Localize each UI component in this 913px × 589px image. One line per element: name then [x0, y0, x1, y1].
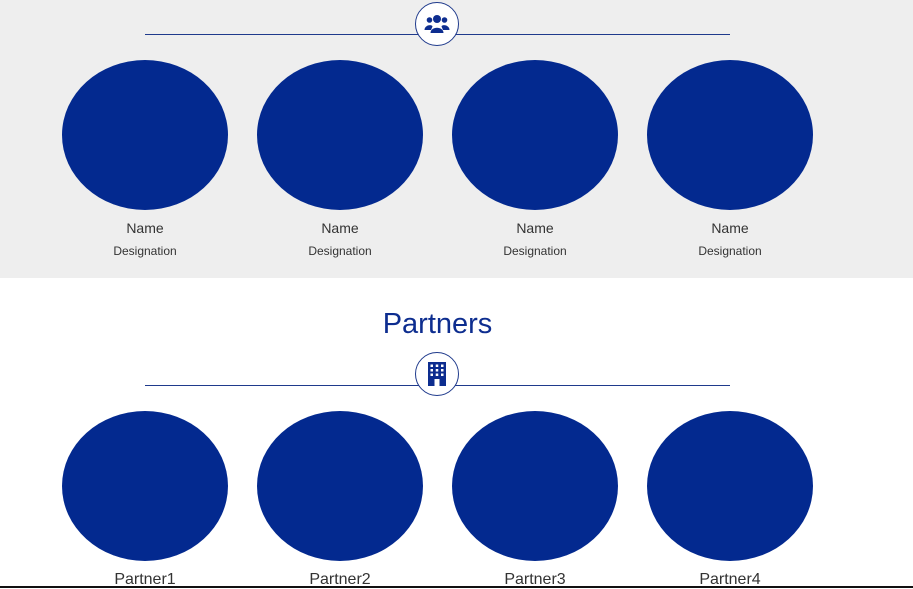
partner-name: Partner1	[114, 571, 176, 588]
partners-heading: Partners	[382, 308, 493, 340]
partner-logo	[257, 411, 423, 561]
member-designation: Designation	[503, 244, 567, 258]
member-name: Name	[321, 220, 359, 236]
avatar	[452, 60, 618, 210]
team-section: Name Designation Name Designation Name D…	[0, 0, 913, 278]
partners-icon-badge	[415, 352, 459, 396]
page-bottom-border	[0, 586, 913, 588]
avatar	[62, 60, 228, 210]
partner-card[interactable]: Partner2	[257, 411, 423, 589]
partner-card[interactable]: Partner1	[62, 411, 228, 589]
team-icon-badge	[415, 2, 459, 46]
member-name: Name	[711, 220, 749, 236]
team-member-card: Name Designation	[62, 60, 228, 258]
team-member-card: Name Designation	[257, 60, 423, 258]
partner-card[interactable]: Partner4	[647, 411, 813, 589]
users-icon	[424, 15, 450, 33]
member-name: Name	[516, 220, 554, 236]
team-member-card: Name Designation	[452, 60, 618, 258]
partner-logo	[647, 411, 813, 561]
team-member-card: Name Designation	[647, 60, 813, 258]
partner-logo	[452, 411, 618, 561]
building-icon	[428, 362, 446, 386]
partner-logo	[62, 411, 228, 561]
avatar	[647, 60, 813, 210]
member-name: Name	[126, 220, 164, 236]
avatar	[257, 60, 423, 210]
partner-name: Partner2	[309, 571, 371, 588]
member-designation: Designation	[113, 244, 177, 258]
partner-name: Partner3	[504, 571, 566, 588]
partner-name: Partner4	[699, 571, 761, 588]
member-designation: Designation	[308, 244, 372, 258]
member-designation: Designation	[698, 244, 762, 258]
partner-card[interactable]: Partner3	[452, 411, 618, 589]
